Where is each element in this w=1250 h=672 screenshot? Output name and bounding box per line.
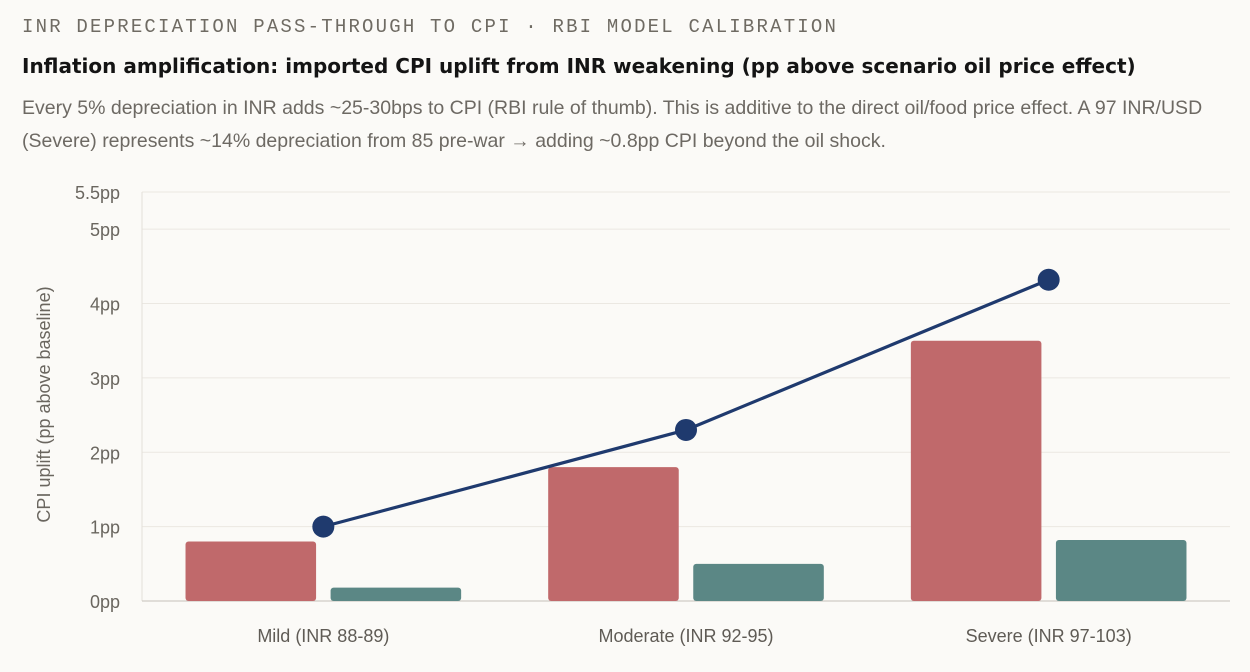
bar-oil-effect [910,340,1042,601]
x-tick-label: Moderate (INR 92-95) [598,626,773,646]
y-tick-label: 5pp [90,220,120,240]
chart-kicker: INR DEPRECIATION PASS-THROUGH TO CPI · R… [22,16,839,38]
x-tick-label: Mild (INR 88-89) [257,626,389,646]
y-tick-label: 2pp [90,443,120,463]
total-cpi-point [1037,268,1060,291]
x-tick-label: Severe (INR 97-103) [966,626,1132,646]
y-tick-label: 1pp [90,518,120,538]
bar-oil-effect [185,541,317,601]
y-tick-label: 5.5pp [75,183,120,203]
y-tick-label: 4pp [90,295,120,315]
bar-inr-pass-through [693,563,824,601]
chart-subtitle: Every 5% depreciation in INR adds ~25-30… [22,97,1203,152]
bar-inr-pass-through [330,587,462,601]
bar-inr-pass-through [1055,540,1187,601]
y-tick-label: 0pp [90,592,120,612]
chart-title: Inflation amplification: imported CPI up… [22,54,1136,78]
bar-oil-effect [548,467,679,601]
y-tick-label: 3pp [90,369,120,389]
total-cpi-point [312,515,335,538]
y-axis-label: CPI uplift (pp above baseline) [34,286,54,522]
total-cpi-point [675,418,697,441]
